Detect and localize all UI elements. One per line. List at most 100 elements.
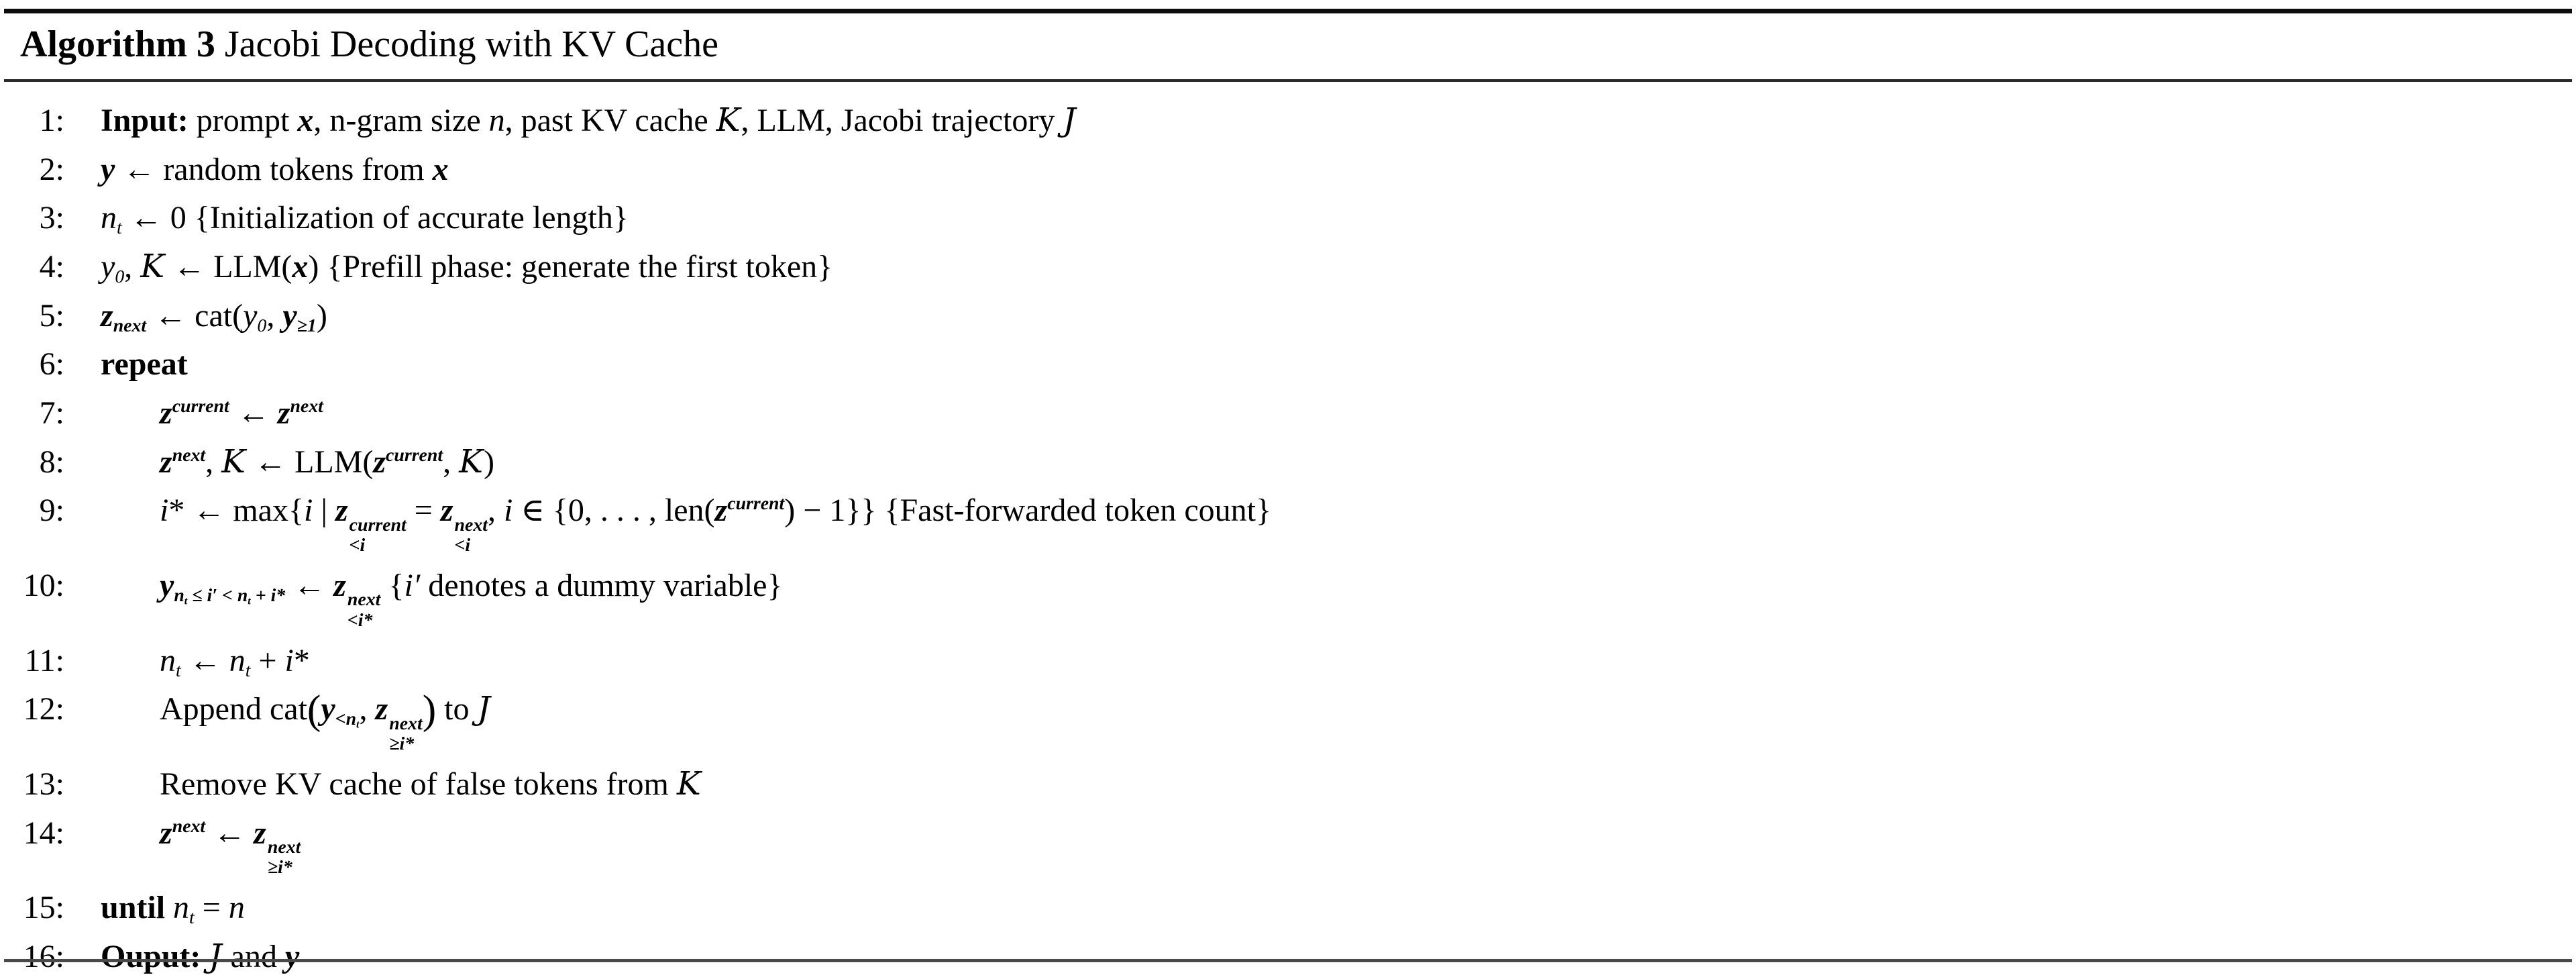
math-text: current (727, 493, 785, 515)
math-text: znext (160, 815, 206, 851)
math-text: ∈ {0, . . . , len( (513, 493, 715, 529)
math-script-symbol: J (209, 937, 223, 975)
line-number: 15: (23, 890, 64, 926)
math-text: prompt (188, 103, 298, 138)
line-number: 6: (39, 346, 64, 382)
math-text: next (389, 713, 423, 734)
line-content: znext, K ← LLM(zcurrent, K) (101, 442, 494, 481)
math-text: < (335, 709, 346, 730)
algorithm-title-label: Algorithm 3 (20, 23, 215, 65)
math-text: = (406, 493, 441, 529)
math-text: nt (237, 584, 251, 607)
math-text: ) (483, 444, 494, 480)
supsub-stack: current <i (350, 515, 407, 556)
math-text: < (454, 534, 466, 556)
math-script-symbol: J (1063, 101, 1077, 139)
line-content: nt ← 0 {Initialization of accurate lengt… (101, 199, 629, 237)
math-text: y0 (243, 297, 267, 336)
math-text: i (304, 493, 313, 529)
math-text: y≥1 (282, 297, 317, 336)
math-text: , past KV cache (504, 103, 716, 138)
math-text: ← 0 {Initialization of accurate length} (121, 200, 629, 236)
line-number: 7: (39, 395, 64, 431)
line-number: 10: (23, 567, 64, 603)
math-text: t (189, 907, 195, 928)
line-number: 16: (23, 938, 64, 974)
math-text: x (432, 151, 449, 187)
algorithm-line: 8: znext, K ← LLM(zcurrent, K) (0, 442, 2576, 481)
math-text: i′ (207, 584, 218, 606)
line-number: 3: (39, 200, 64, 236)
math-text: current (172, 395, 229, 417)
algorithm-lines: 1: Input: prompt x, n-gram size n, past K… (0, 101, 2576, 975)
math-text: nt (173, 890, 195, 928)
line-content: zcurrent ← znext (101, 395, 323, 432)
math-text: ← (229, 395, 278, 431)
math-text: next (454, 514, 488, 535)
math-text: ← random tokens from (115, 151, 433, 187)
math-text: 0 (257, 315, 267, 336)
math-text: ← LLM( (246, 444, 374, 480)
math-script-symbol: K (140, 248, 166, 286)
math-text: x (292, 249, 309, 285)
math-text: ) {Prefill phase: generate the first tok… (308, 249, 833, 285)
line-content: until nt = n (101, 889, 245, 927)
math-text: { (380, 567, 405, 603)
math-text: y<nt (321, 691, 360, 731)
math-text: * (293, 642, 310, 678)
math-text: zcurrent (714, 493, 785, 529)
math-text: ≥ (389, 733, 400, 754)
math-text: current (386, 444, 443, 466)
math-text: , n-gram size (313, 103, 489, 138)
math-script-symbol: K (676, 764, 702, 803)
math-text: ≥ (267, 857, 278, 878)
math-text: current (349, 514, 407, 535)
math-text: ← (205, 815, 254, 851)
bottom-rule (4, 959, 2572, 962)
math-script-symbol: K (221, 442, 247, 480)
math-text: t (356, 719, 360, 731)
algorithm-line: 7: zcurrent ← znext (0, 395, 2576, 432)
math-text: * (405, 733, 415, 754)
math-text: n (228, 890, 245, 926)
line-content: y0, K ← LLM(x) {Prefill phase: generate … (101, 248, 833, 286)
supsub-stack: next ≥i* (268, 837, 301, 878)
title-rule (4, 79, 2572, 82)
supsub-stack: next <i (455, 515, 488, 556)
math-script-symbol: K (459, 442, 484, 480)
line-number: 2: (39, 151, 64, 187)
algorithm-title-text: Jacobi Decoding with KV Cache (215, 23, 718, 65)
math-text: z next ≥i* (254, 815, 301, 878)
math-script-symbol: J (477, 690, 491, 728)
math-text: t (176, 660, 181, 681)
line-number: 11: (24, 642, 64, 678)
supsub-stack: next <i* (347, 590, 380, 630)
math-text: znext (101, 297, 147, 336)
math-text: y (101, 151, 115, 187)
math-text: Remove KV cache of false tokens from (160, 766, 677, 802)
math-text: , (443, 444, 460, 480)
math-text: t (245, 660, 251, 681)
math-text: Ouput: (101, 938, 209, 974)
math-text: i′ (404, 567, 421, 603)
math-text: nt (160, 642, 181, 681)
line-number: 14: (23, 815, 64, 851)
math-text: 0 (115, 266, 125, 287)
algorithm-line: 4: y0, K ← LLM(x) {Prefill phase: generat… (0, 248, 2576, 286)
algorithm-line: 10: ynt ≤ i′ < nt + i* ← z next <i* {i′ den… (0, 567, 2576, 631)
math-text: ynt ≤ i′ < nt + i* (160, 567, 286, 607)
line-content: y ← random tokens from x (101, 151, 449, 189)
math-text: zcurrent (160, 395, 229, 431)
line-number: 4: (39, 249, 64, 285)
math-text: znext (160, 444, 206, 480)
math-text: ← cat( (146, 297, 244, 333)
math-text: denotes a dummy variable} (420, 567, 783, 603)
algorithm-title: Algorithm 3 Jacobi Decoding with KV Cach… (20, 23, 718, 66)
math-text: and (222, 938, 285, 974)
line-content: Remove KV cache of false tokens from K (101, 764, 702, 803)
math-text: next (290, 395, 323, 417)
math-text: to (436, 691, 478, 727)
line-content: znext ← cat(y0, y≥1) (101, 297, 327, 335)
math-text: nt (174, 584, 188, 607)
